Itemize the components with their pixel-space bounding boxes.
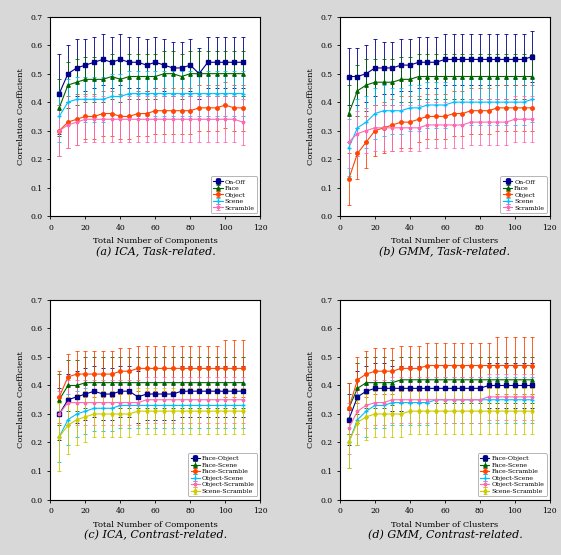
X-axis label: Total Number of Clusters: Total Number of Clusters bbox=[392, 521, 499, 529]
Text: (b) GMM, Task-related.: (b) GMM, Task-related. bbox=[379, 247, 511, 257]
X-axis label: Total Number of Components: Total Number of Components bbox=[93, 238, 218, 245]
X-axis label: Total Number of Components: Total Number of Components bbox=[93, 521, 218, 529]
Y-axis label: Correlation Coefficient: Correlation Coefficient bbox=[17, 68, 25, 165]
Y-axis label: Correlation Coefficient: Correlation Coefficient bbox=[306, 68, 315, 165]
Y-axis label: Correlation Coefficient: Correlation Coefficient bbox=[17, 351, 25, 448]
Legend: Face-Object, Face-Scene, Face-Scramble, Object-Scene, Object-Scramble, Scene-Scr: Face-Object, Face-Scene, Face-Scramble, … bbox=[477, 453, 546, 496]
Text: (a) ICA, Task-related.: (a) ICA, Task-related. bbox=[95, 247, 215, 257]
Legend: Face-Object, Face-Scene, Face-Scramble, Object-Scene, Object-Scramble, Scene-Scr: Face-Object, Face-Scene, Face-Scramble, … bbox=[188, 453, 257, 496]
Legend: On-Off, Face, Object, Scene, Scramble: On-Off, Face, Object, Scene, Scramble bbox=[500, 176, 546, 213]
Text: (c) ICA, Contrast-related.: (c) ICA, Contrast-related. bbox=[84, 530, 227, 541]
Y-axis label: Correlation Coefficient: Correlation Coefficient bbox=[306, 351, 315, 448]
Text: (d) GMM, Contrast-related.: (d) GMM, Contrast-related. bbox=[367, 530, 522, 541]
X-axis label: Total Number of Clusters: Total Number of Clusters bbox=[392, 238, 499, 245]
Legend: On-Off, Face, Object, Scene, Scramble: On-Off, Face, Object, Scene, Scramble bbox=[211, 176, 257, 213]
